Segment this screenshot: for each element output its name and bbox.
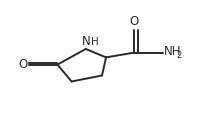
Text: 2: 2: [176, 51, 182, 60]
Text: N: N: [81, 35, 90, 48]
Text: O: O: [19, 58, 28, 71]
Text: NH: NH: [164, 46, 181, 58]
Text: O: O: [130, 15, 139, 28]
Text: H: H: [91, 37, 99, 47]
